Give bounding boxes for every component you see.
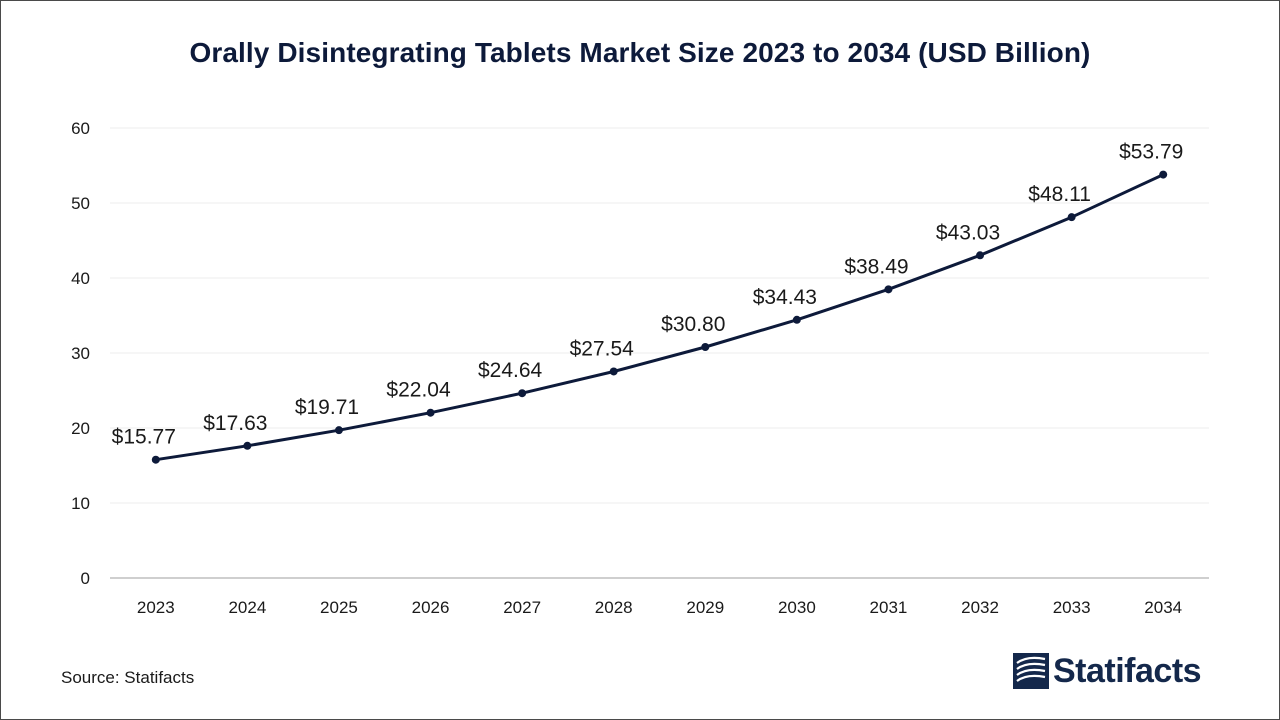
data-point [151,455,160,464]
y-tick-label: 40 [71,269,90,288]
series-line [154,173,1165,462]
y-tick-label: 30 [71,344,90,363]
chart-title: Orally Disintegrating Tablets Market Siz… [189,37,1091,68]
data-point [334,426,343,435]
x-tick-label: 2028 [595,598,633,617]
data-label: $30.80 [661,313,725,336]
x-tick-label: 2025 [320,598,358,617]
data-point [884,285,893,294]
data-label: $19.71 [295,396,359,419]
y-tick-label: 20 [71,419,90,438]
data-point [701,343,710,351]
data-label: $34.43 [753,286,817,309]
data-label: $27.54 [570,337,635,360]
gridlines [110,127,1209,504]
y-tick-label: 0 [81,569,90,588]
data-point [1067,213,1076,222]
x-tick-label: 2030 [778,598,816,617]
brand-name: Statifacts [1053,651,1202,690]
data-label: $53.79 [1119,141,1183,164]
data-label: $38.49 [844,255,908,278]
x-tick-label: 2024 [228,598,266,617]
data-point [976,251,985,260]
data-point [1159,170,1168,179]
data-label: $15.77 [112,426,176,449]
statifacts-logo-icon [1013,653,1049,689]
y-tick-label: 60 [71,119,90,138]
x-tick-label: 2034 [1144,598,1182,617]
source-note: Source: Statifacts [61,668,195,687]
data-point [426,408,435,417]
data-label: $22.04 [386,379,451,402]
x-tick-label: 2027 [503,598,541,617]
data-point [792,315,801,324]
data-point [243,441,252,450]
data-label: $24.64 [478,359,543,382]
x-tick-label: 2023 [137,598,175,617]
x-tick-label: 2032 [961,598,999,617]
data-labels: $15.77 $17.63 $19.71 $22.04 $24.64 $27.54 $30.… [112,141,1184,449]
brand-logo: Statifacts [1013,651,1202,691]
data-label: $48.11 [1028,183,1091,206]
y-tick-label: 10 [71,494,90,513]
data-point [609,367,618,376]
y-tick-label: 50 [71,194,90,213]
data-label: $43.03 [936,221,1000,244]
x-tick-label: 2029 [686,598,724,617]
x-tick-label: 2031 [870,598,908,617]
x-tick-label: 2026 [412,598,450,617]
series-market-size [151,170,1168,464]
data-label: $17.63 [203,412,267,435]
x-tick-label: 2033 [1053,598,1091,617]
data-point [518,389,527,398]
